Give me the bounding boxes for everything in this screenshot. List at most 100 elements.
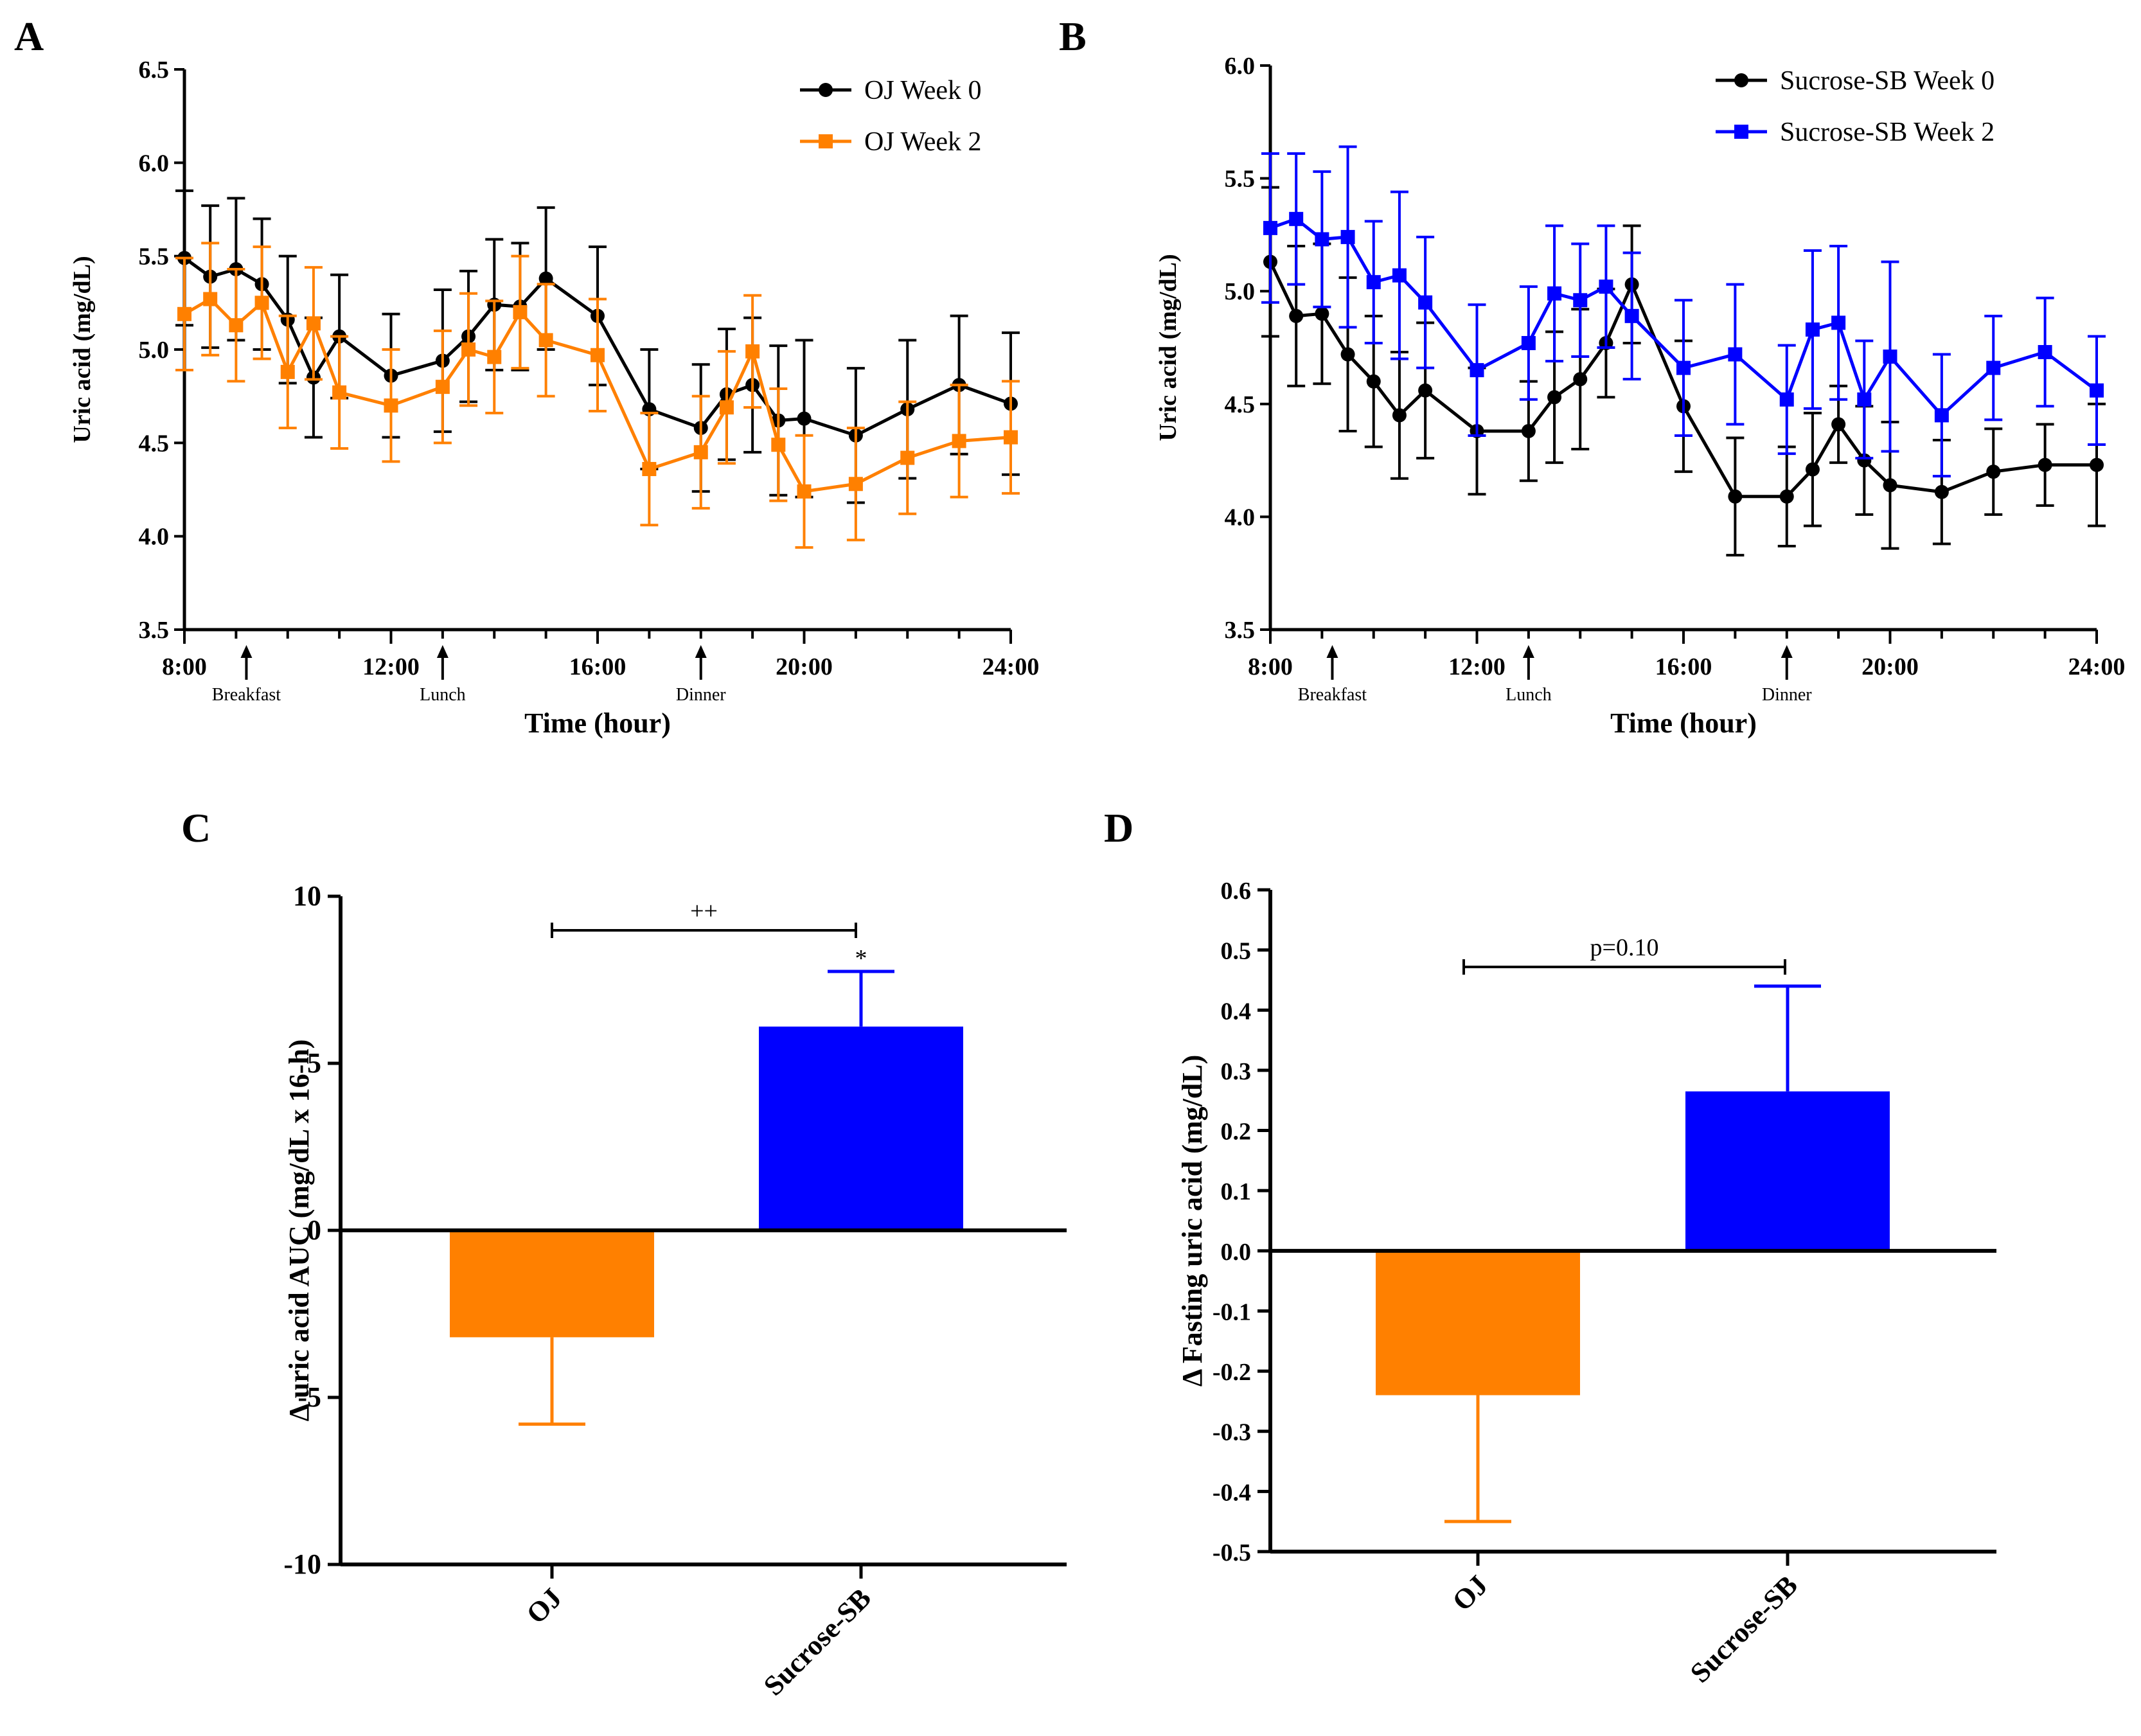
significance-star: * [855, 945, 867, 972]
panel-d-bar-chart: D -0.5 -0.4 -0.3 -0.2 -0.1 0.0 0.1 0.2 0.3 0.4 0.5 0… [1104, 805, 1996, 1689]
data-point [1289, 211, 1304, 226]
data-point [1418, 295, 1433, 310]
y-tick-label: 6.5 [139, 57, 170, 84]
y-tick-label: 0.0 [1221, 1239, 1252, 1266]
data-point [1418, 383, 1433, 398]
data-point [1315, 232, 1329, 247]
data-point [1340, 229, 1355, 244]
data-point [1831, 417, 1846, 432]
meal-arrow-head [1522, 645, 1534, 658]
data-point [1521, 423, 1536, 438]
category-label: Sucrose-SB [758, 1582, 877, 1701]
panel-letter: A [14, 13, 44, 59]
panel-c-bar-chart: C -10 -5 0 5 10 OJ Sucrose-SB Δ uric acid AUC (m… [181, 805, 1067, 1702]
y-axis-title: Uric acid (mg/dL) [1155, 254, 1182, 441]
data-point [1883, 350, 1897, 364]
data-point [280, 364, 295, 379]
data-point [900, 450, 915, 465]
series-line [183, 297, 1011, 493]
y-tick-label: 10 [293, 880, 321, 912]
data-point [1624, 308, 1639, 323]
data-point [1934, 484, 1949, 499]
x-axis-title: Time (hour) [524, 707, 671, 739]
data-point [2090, 383, 2104, 398]
data-point [1934, 408, 1949, 423]
legend-marker [1734, 125, 1748, 139]
panel-a-line-chart: A 3.5 4.0 4.5 5.0 5.5 6.0 6.5 8:00 12:00 16:00 20:0… [14, 13, 1039, 739]
y-tick-label: 5.0 [139, 337, 170, 364]
data-point [538, 333, 553, 348]
x-tick-label: 16:00 [1655, 653, 1712, 680]
data-point [771, 438, 786, 452]
meal-label: Lunch [1506, 685, 1552, 705]
y-tick-label: 0.5 [1221, 938, 1252, 965]
y-tick-label: -0.1 [1213, 1298, 1251, 1325]
x-tick-label: 12:00 [362, 653, 420, 680]
y-axis-title: Δ uric acid AUC (mg/dL x 16-h) [283, 1040, 315, 1422]
y-tick-label: -0.5 [1213, 1539, 1251, 1566]
panel-letter: D [1104, 805, 1133, 851]
y-tick-label: -0.4 [1213, 1479, 1251, 1506]
data-point [1263, 220, 1277, 235]
series-line [183, 256, 1011, 438]
data-point [1728, 489, 1743, 504]
data-point [461, 342, 476, 357]
x-tick-label: 20:00 [776, 653, 833, 680]
data-point [1573, 372, 1588, 387]
y-tick-label: 0 [307, 1214, 321, 1246]
data-point [1779, 489, 1794, 504]
x-tick-label: 16:00 [569, 653, 626, 680]
y-tick-label: 5 [307, 1047, 321, 1079]
x-axis-title: Time (hour) [1610, 707, 1757, 739]
meal-arrow-head [240, 645, 253, 658]
bar-sucrose-sb [759, 1026, 963, 1230]
data-point [1573, 293, 1588, 308]
data-point [1986, 360, 2001, 375]
data-point [1728, 347, 1743, 362]
y-tick-label: 3.5 [1225, 617, 1256, 644]
data-point [306, 316, 321, 331]
data-point [1521, 335, 1536, 350]
legend-label: OJ Week 0 [864, 76, 981, 105]
series-1 [1261, 145, 2106, 478]
data-point [1805, 462, 1820, 477]
data-point [1831, 315, 1846, 330]
bar-oj [450, 1230, 654, 1338]
data-point [229, 318, 244, 333]
data-point [1392, 408, 1407, 423]
data-point [745, 344, 760, 359]
y-tick-label: 4.0 [139, 524, 170, 551]
y-tick-label: 0.2 [1221, 1119, 1252, 1146]
data-point [848, 477, 863, 492]
data-point [1340, 347, 1355, 362]
data-point [1599, 279, 1613, 294]
y-tick-label: 6.0 [139, 150, 170, 177]
legend-marker [1734, 73, 1748, 87]
panel-letter: B [1059, 13, 1087, 59]
legend-marker [819, 134, 833, 148]
x-tick-label: 12:00 [1448, 653, 1506, 680]
legend-marker [819, 83, 833, 97]
category-label: OJ [1446, 1569, 1494, 1616]
y-tick-label: -0.2 [1213, 1359, 1251, 1386]
data-point [1676, 360, 1691, 375]
legend-label: Sucrose-SB Week 2 [1780, 118, 1994, 147]
y-tick-label: -0.3 [1213, 1419, 1251, 1446]
data-point [1004, 430, 1018, 445]
data-point [332, 385, 347, 400]
data-point [487, 350, 502, 364]
data-point [384, 398, 398, 413]
data-point [1805, 322, 1820, 337]
data-point [2090, 457, 2104, 472]
data-point [1547, 286, 1562, 301]
y-tick-label: 0.4 [1221, 998, 1252, 1025]
data-point [1289, 308, 1304, 323]
data-point [1315, 306, 1329, 321]
data-point [1986, 465, 2001, 479]
y-tick-label: 0.3 [1221, 1058, 1252, 1085]
y-tick-label: -10 [283, 1548, 321, 1580]
y-tick-label: 3.5 [139, 617, 170, 644]
data-point [693, 445, 708, 459]
meal-label: Breakfast [1298, 685, 1367, 705]
